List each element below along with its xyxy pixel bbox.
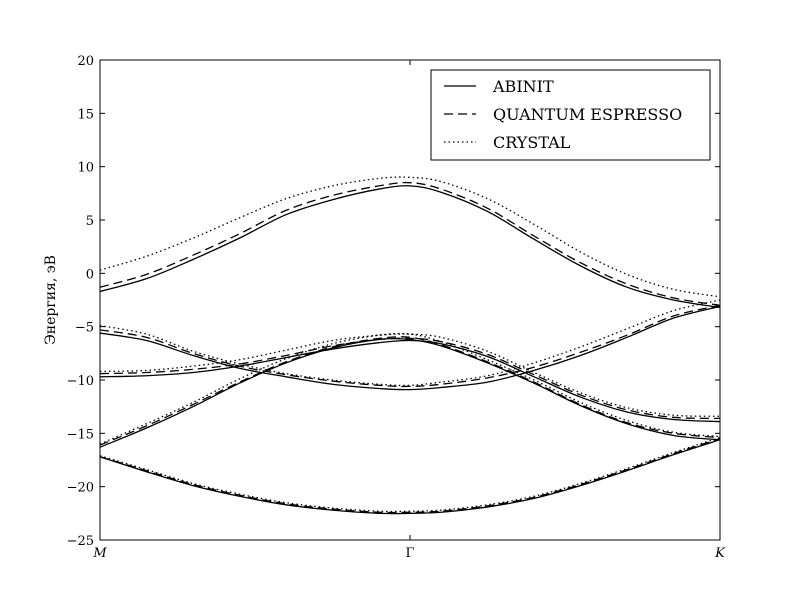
legend-label: CRYSTAL: [493, 133, 571, 152]
y-tick-label: −25: [67, 534, 94, 549]
x-tick-label: K: [714, 546, 726, 561]
band-line: [100, 305, 720, 391]
y-tick-label: −10: [67, 374, 94, 389]
band-line: [100, 332, 720, 445]
series-quantum-espresso: [100, 181, 720, 514]
y-axis: 20 15 10 5 0 −5 −10 −15 −20 −25: [67, 54, 720, 549]
x-tick-label: M: [92, 546, 107, 561]
x-tick-label: Γ: [405, 546, 414, 561]
y-tick-label: 5: [86, 214, 94, 229]
band-line: [100, 336, 720, 446]
band-line: [100, 337, 720, 448]
y-tick-label: 10: [77, 161, 94, 176]
band-line: [100, 439, 720, 515]
y-tick-label: 0: [86, 267, 94, 282]
series-layer: [100, 176, 720, 515]
band-line: [100, 181, 720, 306]
band-line: [100, 436, 720, 513]
band-line: [100, 176, 720, 298]
band-line: [100, 339, 720, 423]
y-tick-label: 15: [77, 107, 94, 122]
series-crystal: [100, 176, 720, 513]
band-line: [100, 304, 720, 388]
y-axis-label: Энергия, эВ: [43, 255, 59, 345]
legend: ABINIT QUANTUM ESPRESSO CRYSTAL: [430, 69, 711, 161]
y-tick-label: 20: [77, 54, 94, 69]
legend-box: [430, 69, 711, 161]
y-tick-label: −15: [67, 427, 94, 442]
y-tick-label: −20: [67, 481, 94, 496]
legend-label: QUANTUM ESPRESSO: [493, 105, 682, 124]
band-line: [100, 337, 720, 420]
y-tick-label: −5: [75, 321, 94, 336]
band-line: [100, 438, 720, 514]
band-line: [100, 185, 720, 309]
legend-label: ABINIT: [492, 77, 554, 96]
series-abinit: [100, 185, 720, 515]
